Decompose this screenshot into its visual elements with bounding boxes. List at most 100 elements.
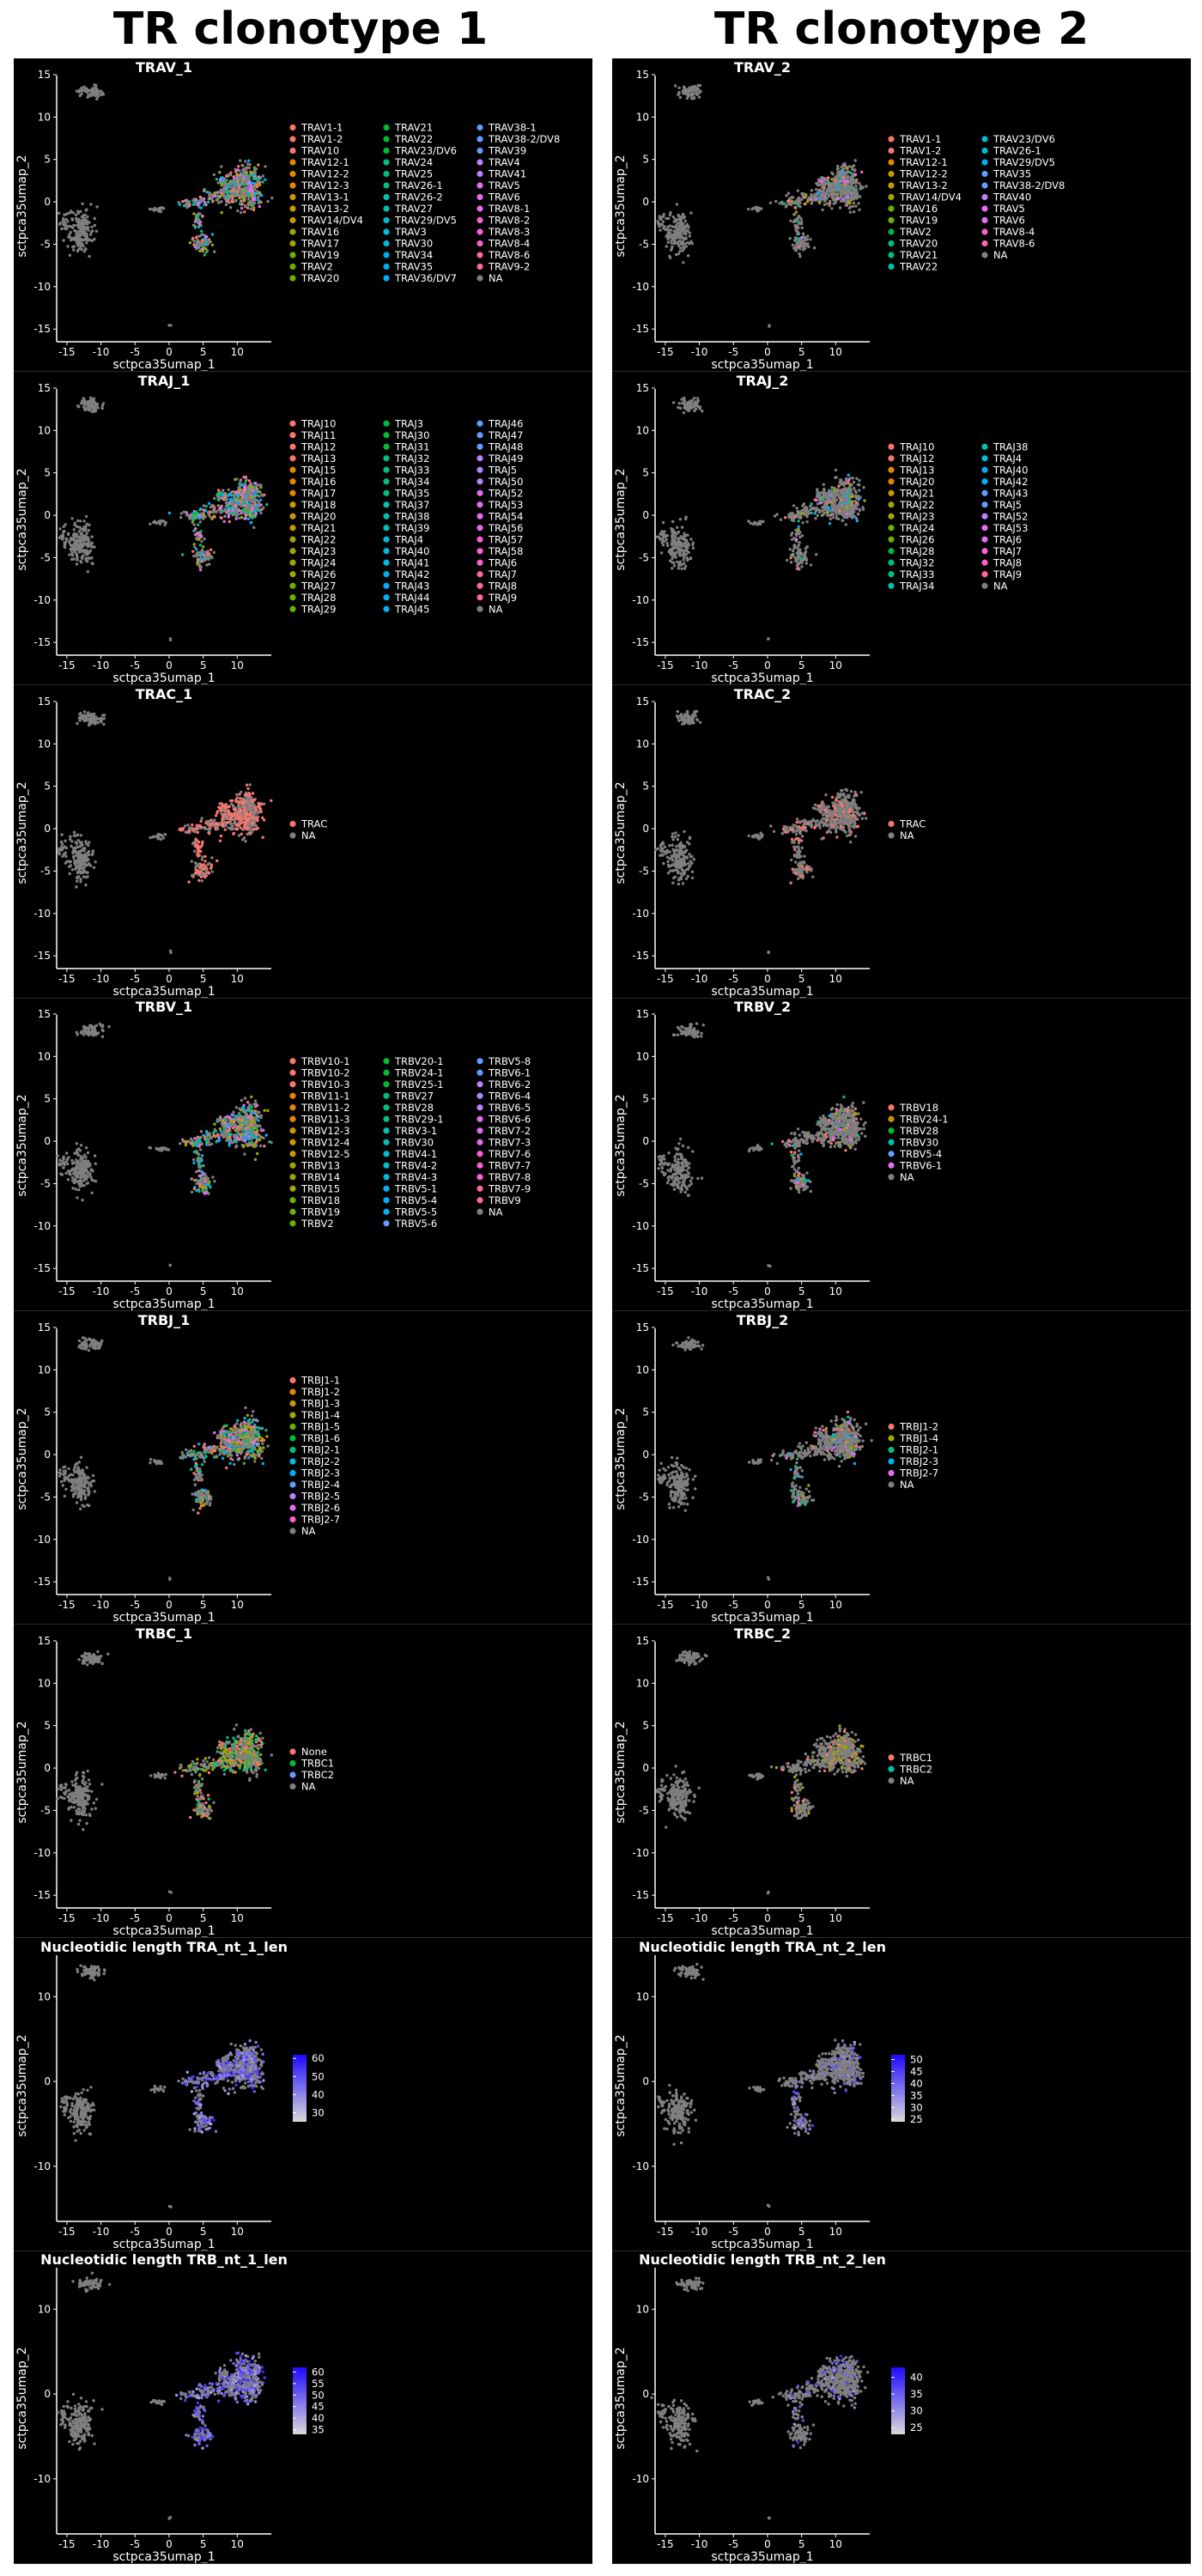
scatter-point: [263, 802, 266, 805]
scatter-point: [100, 406, 104, 410]
scatter-point: [95, 720, 100, 724]
scatter-point: [201, 249, 204, 253]
scatter-point: [219, 805, 223, 809]
legend-label: TRBV24-1: [394, 1067, 444, 1079]
scatter-point: [234, 185, 237, 189]
scatter-point: [227, 820, 230, 823]
legend-label: TRAJ11: [300, 429, 336, 441]
scatter-point: [228, 815, 231, 818]
scatter-point: [68, 233, 71, 236]
scatter-point: [100, 1035, 105, 1039]
legend-label: TRAC: [300, 817, 327, 829]
scatter-point: [100, 720, 103, 723]
scatter-point: [249, 1128, 252, 1132]
legend-swatch: [477, 536, 483, 543]
scatter-point: [61, 1160, 64, 1163]
legend-swatch: [383, 570, 390, 578]
scatter-point: [93, 223, 97, 228]
scatter-point: [225, 1466, 228, 1470]
scatter-point: [252, 1134, 256, 1138]
legend-swatch: [289, 240, 296, 247]
y-tick-label: -5: [40, 1491, 51, 1503]
scatter-point: [198, 1506, 202, 1510]
scatter-point: [96, 716, 100, 720]
legend-swatch: [477, 1197, 483, 1204]
scatter-point: [246, 1121, 250, 1126]
legend-swatch: [477, 489, 483, 496]
scatter-point: [58, 1474, 62, 1478]
x-axis-label: sctpca35umap_1: [112, 358, 215, 371]
scatter-point: [205, 563, 209, 567]
scatter-point: [62, 1166, 65, 1170]
legend-label: TRAJ9: [488, 592, 517, 604]
scatter-point: [236, 209, 240, 213]
scatter-point: [199, 819, 203, 823]
scatter-point: [70, 553, 75, 557]
scatter-point: [193, 849, 197, 853]
scatter-point: [227, 506, 230, 509]
scatter-point: [87, 1493, 90, 1497]
scatter-point: [92, 1031, 95, 1035]
scatter-point: [252, 526, 256, 529]
legend-label: TRAV19: [300, 249, 339, 261]
scatter-point: [61, 854, 64, 858]
legend-swatch: [477, 501, 483, 508]
scatter-point: [61, 1162, 64, 1165]
scatter-point: [238, 189, 241, 193]
scatter-point: [243, 172, 246, 175]
scatter-point: [199, 242, 203, 246]
scatter-point: [76, 1176, 80, 1179]
scatter-point: [75, 845, 78, 849]
scatter-point: [86, 228, 90, 232]
scatter-point: [84, 1146, 88, 1150]
scatter-point: [65, 1475, 70, 1479]
scatter-point: [247, 812, 251, 816]
scatter-point: [237, 1448, 240, 1451]
scatter-point: [257, 1438, 260, 1442]
legend-label: TRAJ32: [394, 453, 429, 465]
legend-swatch: [477, 147, 483, 155]
scatter-point: [252, 811, 256, 815]
scatter-point: [229, 1133, 233, 1137]
legend-swatch: [477, 524, 483, 532]
scatter-point: [216, 191, 220, 194]
scatter-point: [80, 226, 83, 230]
scatter-point: [95, 93, 100, 96]
legend-swatch: [383, 593, 390, 601]
scatter-point: [228, 1461, 232, 1465]
scatter-point: [198, 195, 202, 199]
scatter-point: [83, 406, 88, 410]
scatter-point: [76, 833, 80, 836]
scatter-point: [191, 223, 196, 227]
scatter-point: [238, 1121, 241, 1125]
scatter-point: [263, 1109, 266, 1113]
scatter-point: [94, 1024, 99, 1028]
scatter-point: [76, 558, 79, 562]
legend-label: NA: [489, 603, 503, 615]
legend-label: TRBV5-4: [394, 1194, 437, 1206]
scatter-point: [76, 1167, 79, 1170]
legend-swatch: [383, 1081, 390, 1088]
legend-label: TRBV6-1: [488, 1067, 531, 1079]
scatter-point: [61, 532, 65, 537]
scatter-point: [261, 835, 264, 839]
scatter-point: [192, 523, 196, 526]
scatter-point: [87, 861, 91, 865]
scatter-point: [230, 799, 234, 802]
scatter-point: [67, 1156, 70, 1159]
scatter-point: [69, 211, 72, 215]
scatter-point: [251, 1420, 254, 1424]
legend-label: TRAV26-2: [394, 191, 443, 204]
scatter-point: [200, 878, 203, 882]
scatter-point: [261, 174, 265, 178]
legend-label: TRAJ45: [394, 603, 429, 615]
scatter-point: [234, 507, 237, 512]
scatter-point: [71, 217, 75, 222]
scatter-point: [87, 1349, 91, 1352]
scatter-point: [90, 405, 94, 409]
scatter-point: [230, 1123, 234, 1127]
legend-label: TRAJ52: [488, 487, 523, 499]
scatter-point: [235, 1454, 239, 1457]
scatter-point: [222, 1441, 226, 1445]
scatter-point: [83, 399, 87, 404]
